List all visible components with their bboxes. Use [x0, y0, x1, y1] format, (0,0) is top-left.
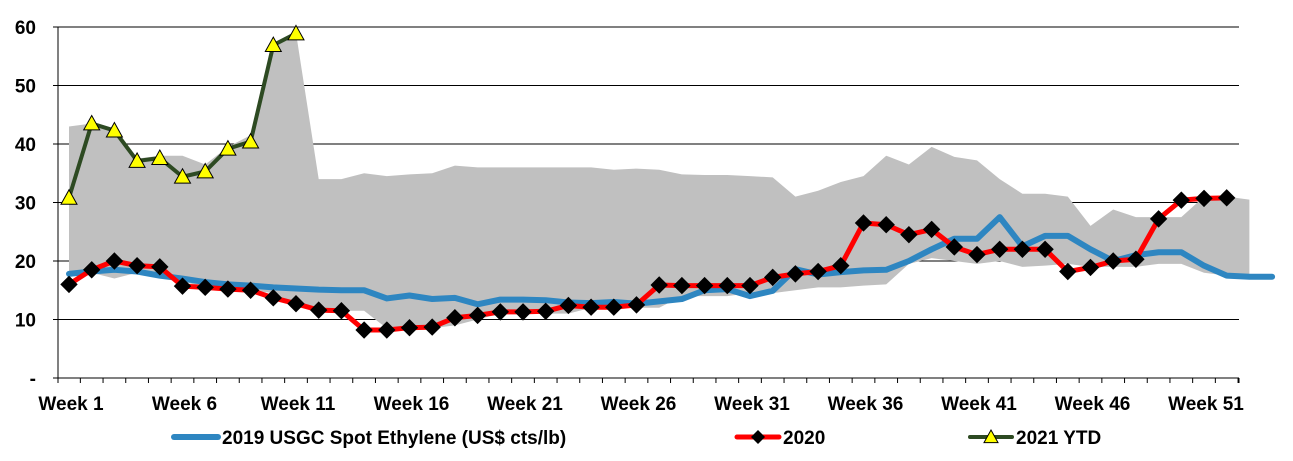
diamond-marker [1195, 189, 1213, 208]
diamond-marker [514, 303, 532, 321]
triangle-marker [105, 121, 124, 138]
x-tick-label: Week 16 [374, 394, 450, 415]
axes [53, 26, 1240, 383]
y-axis-tick-labels: - 10 20 30 40 50 60 [15, 18, 36, 390]
x-tick-label: Week 31 [714, 394, 790, 415]
diamond-marker [536, 302, 555, 321]
diamond-marker [173, 277, 192, 295]
diamond-marker [809, 262, 827, 281]
diamond-marker [718, 276, 737, 295]
y-tick-label: 30 [15, 194, 36, 215]
diamond-marker [1081, 258, 1100, 277]
diamond-marker [378, 321, 396, 339]
diamond-marker [1217, 189, 1236, 207]
diamond-marker [559, 296, 578, 315]
diamond-marker [423, 318, 441, 336]
diamond-marker [605, 298, 623, 316]
triangle-marker [241, 132, 260, 149]
triangle-marker [219, 139, 237, 156]
legend-label: 2019 USGC Spot Ethylene (US$ cts/lb) [222, 428, 566, 449]
diamond-marker [877, 216, 895, 234]
diamond-marker [1059, 262, 1077, 281]
diamond-marker [673, 276, 691, 295]
x-tick-label: Week 46 [1055, 394, 1131, 415]
triangle-marker [173, 167, 192, 184]
x-tick-label: Week 36 [828, 394, 904, 415]
x-tick-label: Week 41 [941, 394, 1017, 415]
x-tick-label: Week 6 [152, 394, 217, 415]
legend-item-1: 2019 USGC Spot Ethylene (US$ cts/lb) [171, 428, 566, 449]
diamond-marker [968, 245, 986, 264]
diamond-marker [741, 276, 759, 295]
diamond-marker [287, 294, 305, 313]
x-tick-label: Week 26 [601, 394, 677, 415]
legend-item-2: 2020 [734, 428, 825, 449]
diamond-marker [1104, 252, 1122, 270]
diamond-marker [60, 275, 78, 294]
triangle-marker [287, 24, 305, 41]
legend: 2019 USGC Spot Ethylene (US$ cts/lb) 2020… [171, 428, 1101, 449]
diamond-marker [990, 240, 1009, 259]
diamond-marker [446, 309, 464, 327]
diamond-marker [82, 261, 101, 279]
diamond-marker [786, 265, 805, 283]
triangle-marker [150, 149, 169, 165]
y-tick-label: 60 [15, 18, 36, 39]
x-tick-label: Week 51 [1168, 394, 1244, 415]
diamond-marker [241, 281, 260, 299]
diamond-marker [1036, 240, 1054, 259]
x-axis-tick-labels: Week 1 Week 6 Week 11 Week 16 Week 21 Week 26… [38, 394, 1244, 415]
diamond-marker [219, 280, 237, 298]
diamond-marker [650, 276, 668, 294]
diamond-marker [309, 301, 328, 319]
series-markers [60, 24, 1236, 339]
triangle-marker [264, 36, 283, 53]
x-tick-label: Week 1 [38, 394, 104, 415]
diamond-marker [900, 225, 918, 244]
legend-label: 2021 YTD [1016, 428, 1101, 449]
triangle-marker [82, 114, 101, 131]
diamond-marker [1127, 250, 1145, 268]
diamond-marker [105, 252, 124, 270]
legend-label: 2020 [783, 428, 825, 449]
diamond-marker [1149, 210, 1168, 228]
y-tick-label: 20 [15, 252, 36, 273]
diamond-marker [128, 256, 146, 275]
diamond-marker [468, 306, 487, 325]
diamond-marker [1013, 240, 1032, 259]
diamond-marker [491, 303, 510, 321]
series-line-2 [66, 195, 1230, 333]
diamond-marker [854, 214, 873, 232]
diamond-marker [1172, 191, 1191, 209]
diamond-marker [695, 276, 714, 295]
diamond-marker [332, 302, 351, 320]
diamond-marker [627, 296, 646, 314]
diamond-marker [196, 278, 214, 297]
x-tick-label: Week 11 [261, 394, 336, 415]
triangle-marker [128, 151, 146, 168]
diamond-marker [582, 298, 600, 316]
y-tick-label: 40 [15, 135, 36, 156]
diamond-marker [922, 220, 941, 239]
y-tick-label: 10 [15, 311, 36, 332]
triangle-marker [196, 162, 215, 179]
legend-triangle-marker [983, 428, 999, 444]
y-tick-label: - [30, 369, 36, 390]
series-line-1 [66, 214, 1276, 308]
diamond-marker [832, 256, 850, 275]
diamond-marker [763, 268, 782, 287]
diamond-marker [355, 321, 373, 339]
diamond-marker [400, 318, 419, 337]
diamond-marker [151, 258, 169, 276]
y-tick-label: 50 [15, 77, 36, 98]
triangle-marker [60, 188, 78, 205]
diamond-marker [264, 289, 283, 307]
legend-diamond-marker [751, 430, 765, 444]
x-tick-label: Week 21 [487, 394, 563, 415]
diamond-marker [945, 238, 964, 256]
legend-item-3: 2021 YTD [968, 428, 1101, 449]
